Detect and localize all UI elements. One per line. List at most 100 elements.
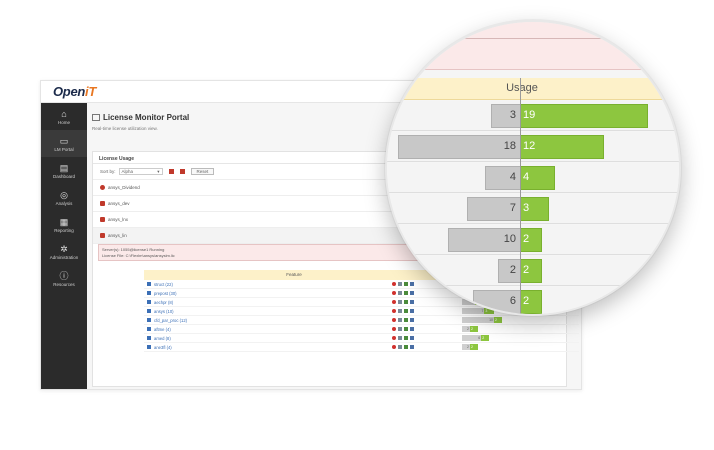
server-name: ansys_lin: [108, 233, 127, 238]
server-icon: [100, 201, 105, 206]
magnified-free-bar: [520, 166, 555, 190]
grid-icon[interactable]: [410, 318, 414, 322]
feature-name: aechpr (8): [154, 299, 174, 305]
magnifier-lens: Usage 3 19 18 12 4 4 7 3 10 2 2 2 6 2: [385, 20, 681, 316]
magnified-free-value: 2: [523, 233, 530, 245]
feature-actions: [392, 336, 422, 340]
feature-link[interactable]: ane3fl (4): [144, 345, 392, 350]
alert-icon[interactable]: [392, 345, 396, 349]
feature-actions: [392, 327, 422, 331]
sidebar-item-label: LM Portal: [54, 146, 74, 152]
chart-icon[interactable]: [404, 345, 408, 349]
free-segment: 2: [494, 317, 502, 323]
sort-select[interactable]: Alpha ▾: [118, 168, 163, 175]
grid-icon[interactable]: [410, 327, 414, 331]
sidebar-item[interactable]: ⌂ Home: [41, 103, 87, 130]
sidebar-item[interactable]: ⓘ Resources: [41, 265, 87, 292]
feature-link[interactable]: struct (22): [144, 282, 392, 287]
sidebar-item[interactable]: ▤ Dashboard: [41, 157, 87, 184]
magnified-free-value: 4: [523, 171, 530, 183]
feature-row: ane3fl (4) 2 2: [144, 343, 579, 352]
feature-icon: [147, 291, 151, 295]
openit-logo[interactable]: OpeniT: [53, 84, 96, 99]
home-icon: ⌂: [61, 108, 67, 119]
magnified-usage-label: Usage: [506, 82, 538, 94]
sidebar: ⌂ Home ▭ LM Portal ▤ Dashboard ◎ Analysis ▦ Repor…: [41, 103, 87, 389]
sidebar-item[interactable]: ✲ Administration: [41, 238, 87, 265]
grid-icon[interactable]: [410, 345, 414, 349]
magnified-usage-header: Usage: [387, 78, 679, 100]
magnified-free-bar: [520, 135, 605, 159]
page-header: License Monitor Portal Real-time license…: [92, 113, 189, 131]
magnified-in-use-value: 2: [509, 264, 516, 276]
feature-name: cfd_par_proc (12): [154, 317, 188, 323]
server-row[interactable]: ansys_Dividend: [93, 180, 566, 196]
sidebar-item-label: Resources: [53, 281, 75, 287]
chart-icon[interactable]: [404, 336, 408, 340]
in-use-segment: 2: [462, 326, 470, 332]
server-row[interactable]: ansys_dev: [93, 196, 566, 212]
server-icon: [100, 233, 105, 238]
server-name: ansys_dev: [108, 201, 130, 206]
feature-link[interactable]: ansys (10): [144, 309, 392, 314]
server-name: ansys_lnx: [108, 217, 129, 222]
sidebar-item-label: Reporting: [54, 227, 74, 233]
magnified-in-use-bar: [448, 228, 520, 252]
details-icon[interactable]: [398, 327, 402, 331]
sort-asc-icon[interactable]: [168, 169, 174, 174]
alert-icon[interactable]: [392, 327, 396, 331]
details-icon[interactable]: [398, 318, 402, 322]
magnified-in-use-bar: [485, 166, 520, 190]
info-icon: ⓘ: [59, 270, 69, 281]
magnified-in-use-value: 3: [509, 109, 516, 121]
chart-icon[interactable]: [404, 327, 408, 331]
in-use-segment: 6: [462, 335, 482, 341]
magnified-in-use-value: 6: [509, 295, 516, 307]
feature-row: cfd_par_proc (12) 10 2: [144, 316, 579, 325]
sidebar-item[interactable]: ◎ Analysis: [41, 184, 87, 211]
magnified-in-use-bar: [472, 290, 520, 314]
grid-icon[interactable]: [410, 336, 414, 340]
reset-button[interactable]: Reset: [190, 168, 215, 175]
magnified-free-value: 2: [523, 295, 530, 307]
magnified-free-bar: [520, 104, 648, 128]
magnified-in-use-value: 4: [509, 171, 516, 183]
server-row[interactable]: ansys_lnx: [93, 212, 566, 228]
server-info-line: Server(s): 1055@license1 Running: [102, 247, 165, 252]
magnified-alert-band: [387, 22, 679, 70]
sort-desc-icon[interactable]: [179, 169, 185, 174]
free-segment: 2: [470, 344, 478, 350]
details-icon[interactable]: [398, 336, 402, 340]
feature-icon: [147, 345, 151, 349]
gears-icon: ✲: [60, 243, 68, 254]
feature-link[interactable]: cfd_par_proc (12): [144, 318, 392, 323]
magnified-free-value: 3: [523, 202, 530, 214]
alert-icon[interactable]: [392, 318, 396, 322]
feature-name: ansys (10): [154, 308, 174, 314]
sidebar-item[interactable]: ▦ Reporting: [41, 211, 87, 238]
sidebar-item[interactable]: ▭ LM Portal: [41, 130, 87, 157]
feature-link[interactable]: aftme (4): [144, 327, 392, 332]
magnified-in-use-value: 10: [503, 233, 516, 245]
dashboard-icon: ▤: [59, 162, 69, 173]
feature-link[interactable]: amed (8): [144, 336, 392, 341]
alert-icon[interactable]: [392, 336, 396, 340]
feature-actions: [392, 318, 422, 322]
error-icon: [100, 185, 105, 190]
feature-icon: [147, 318, 151, 322]
monitor-icon: ▭: [59, 135, 69, 146]
magnified-alert-divider: [432, 38, 679, 39]
details-icon[interactable]: [398, 345, 402, 349]
magnified-free-value: 12: [523, 140, 536, 152]
magnified-usage-view: Usage 3 19 18 12 4 4 7 3 10 2 2 2 6 2: [387, 22, 679, 314]
sidebar-item-label: Home: [57, 119, 70, 125]
magnified-in-use-value: 18: [503, 140, 516, 152]
feature-link[interactable]: aechpr (8): [144, 300, 392, 305]
server-name: ansys_Dividend: [108, 185, 140, 190]
magnified-free-value: 19: [523, 109, 536, 121]
feature-link[interactable]: prepost (30): [144, 291, 392, 296]
chart-icon[interactable]: [404, 318, 408, 322]
